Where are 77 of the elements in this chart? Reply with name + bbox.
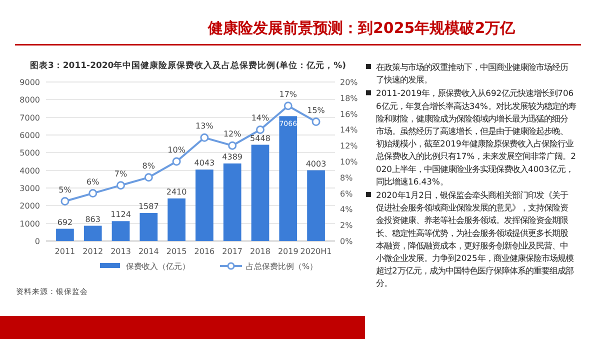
data-label: 692 bbox=[57, 218, 73, 227]
x-tick-label: 2011 bbox=[54, 247, 76, 256]
x-tick-label: 2020H1 bbox=[300, 247, 332, 256]
y2-tick-label: 14% bbox=[340, 126, 358, 135]
point bbox=[88, 189, 98, 198]
y-tick-label: 0 bbox=[34, 237, 40, 246]
y-tick-label: 5000 bbox=[20, 148, 40, 158]
point bbox=[284, 102, 292, 110]
y2-tick-label: 10% bbox=[340, 158, 358, 166]
point bbox=[172, 157, 181, 166]
bar bbox=[168, 198, 186, 241]
data-label: 14% bbox=[251, 114, 270, 123]
x-tick-label: 2012 bbox=[82, 247, 104, 256]
bar bbox=[112, 221, 130, 241]
y-tick-label: 9000 bbox=[20, 78, 40, 87]
point bbox=[60, 197, 70, 206]
data-label: 2410 bbox=[166, 187, 187, 196]
point bbox=[144, 173, 153, 182]
y-tick-label: 8000 bbox=[20, 96, 40, 105]
data-label: 4043 bbox=[194, 158, 215, 168]
data-label: 10% bbox=[168, 146, 186, 154]
data-label: 5448 bbox=[250, 134, 270, 143]
y-tick-label: 3000 bbox=[20, 184, 40, 193]
data-label: 7% bbox=[114, 169, 128, 178]
text: 2011-2019年，原保费收入从692亿元快速增长到7066亿元，年复合增长率高达34%。对比发展较为稳定的寿险和财险，健康险成为保险领域内增长最为迅猛的细分市场。虽然经历了高速增长，但是由于健康险起步晚、初始规模小，截至2019年健康险原保费收入占保险行业总保费收入的比例只有17%，未来发展空间非常广阔。2020上半年，中国健康险业务实现保费收入4003亿元，同比增速16.43%。 bbox=[375, 88, 576, 186]
x-tick-label: 2016 bbox=[194, 247, 215, 256]
data-label: 13% bbox=[196, 122, 214, 131]
text: 在政策与市场的双重推动下，中国商业健康险市场经历了快速的发展。 bbox=[376, 62, 568, 85]
data-label: 15% bbox=[307, 106, 326, 115]
y-tick-label: 1000 bbox=[20, 219, 40, 228]
data-label: 6% bbox=[86, 177, 100, 186]
x-tick-label: 2019 bbox=[278, 247, 298, 256]
chart-subtitle: 图表3：2011-2020年中国健康险原保费收入及占总保费比例(单位：亿元，%) bbox=[30, 60, 346, 71]
data-label: 12% bbox=[223, 130, 242, 139]
bar bbox=[223, 163, 242, 241]
data-label: 1124 bbox=[110, 210, 131, 220]
data-label: 1587 bbox=[138, 202, 159, 211]
chart-title: 健康险发展前景预测：到2025年规模破2万亿 bbox=[207, 19, 516, 37]
point bbox=[312, 118, 320, 126]
legend-label: 保费收入（亿元） bbox=[126, 262, 190, 271]
y-tick-label: 2000 bbox=[20, 202, 40, 211]
point bbox=[116, 181, 126, 190]
y2-tick-label: 20% bbox=[340, 78, 358, 87]
y2-tick-label: 2% bbox=[340, 221, 354, 230]
bar bbox=[251, 144, 270, 241]
x-tick-label: 2015 bbox=[166, 247, 187, 256]
data-label: 17% bbox=[279, 90, 298, 99]
y2-tick-label: 12% bbox=[340, 142, 358, 151]
y2-tick-label: 4% bbox=[340, 205, 354, 214]
x-tick-label: 2013 bbox=[110, 247, 131, 256]
y2-tick-label: 18% bbox=[340, 94, 358, 103]
y-tick-label: 7000 bbox=[20, 113, 40, 122]
bar bbox=[84, 226, 102, 241]
bar bbox=[140, 212, 158, 241]
y2-tick-label: 6% bbox=[340, 189, 354, 198]
data-label: 5% bbox=[58, 185, 72, 194]
legend-label: 占总保费比例（%） bbox=[246, 262, 318, 271]
point bbox=[200, 133, 209, 142]
y2-tick-label: 8% bbox=[340, 173, 354, 182]
y-tick-label: 4000 bbox=[20, 166, 40, 176]
text: 2020年1月2日，银保监会牵头商相关部门印发《关于促进社会服务领域商业保险发展的意见》，支持保险资金投资健康、养老等社会服务领域。发挥保险资金期限长、稳定性高等优势，为社会服务领域提供更多长期股本融资，降低融资成本，更好服务创新创业及民营、中小微企业发展。力争到2025年，商业健康保险市场规模超过2万亿元，成为中国特色医疗保障体系的重要组成部分。 bbox=[376, 190, 574, 288]
data-label: 4003 bbox=[306, 159, 326, 168]
x-tick-label: 2014 bbox=[138, 247, 159, 256]
data-label: 4389 bbox=[222, 152, 243, 162]
point bbox=[256, 125, 264, 134]
data-label: 863 bbox=[85, 214, 101, 224]
y-tick-label: 6000 bbox=[20, 131, 40, 140]
y2-tick-label: 0% bbox=[340, 237, 354, 246]
point bbox=[228, 141, 237, 150]
y2-tick-label: 16% bbox=[340, 110, 358, 119]
bar bbox=[279, 116, 298, 241]
data-label: 8% bbox=[142, 161, 156, 170]
bar bbox=[196, 170, 214, 241]
bar bbox=[307, 170, 325, 241]
x-tick-label: 2017 bbox=[222, 247, 243, 256]
x-tick-label: 2018 bbox=[250, 247, 270, 256]
bar bbox=[56, 228, 74, 241]
